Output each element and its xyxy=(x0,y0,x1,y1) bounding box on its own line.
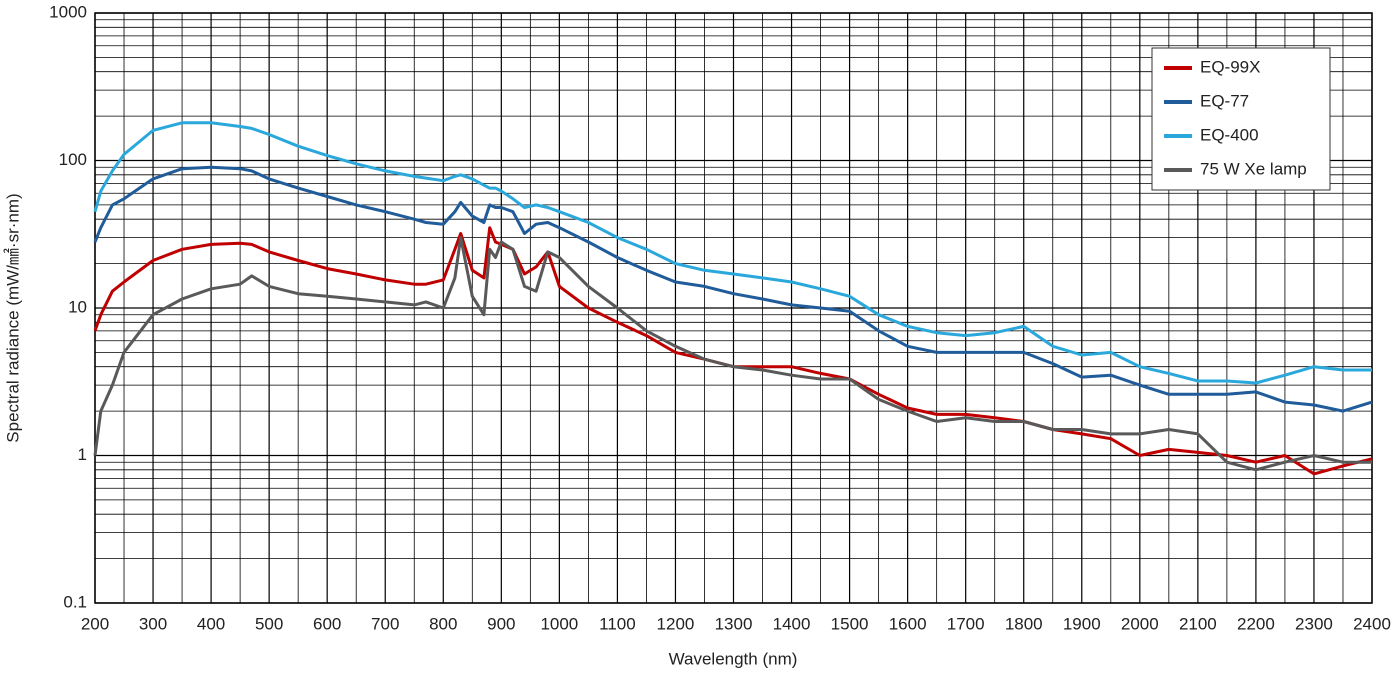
x-tick-label: 700 xyxy=(371,614,399,633)
x-tick-label: 500 xyxy=(255,614,283,633)
x-tick-label: 600 xyxy=(313,614,341,633)
x-tick-label: 200 xyxy=(81,614,109,633)
series-line xyxy=(93,236,1372,472)
x-tick-label: 1100 xyxy=(599,614,636,633)
legend-label: EQ-99X xyxy=(1200,57,1260,76)
x-tick-label: 800 xyxy=(429,614,457,633)
x-tick-label: 2400 xyxy=(1353,614,1391,633)
x-tick-label: 400 xyxy=(197,614,225,633)
plot-frame xyxy=(94,12,1373,604)
x-axis-label: Wavelength (nm) xyxy=(669,649,798,668)
x-tick-label: 1000 xyxy=(540,614,578,633)
x-tick-label: 1400 xyxy=(773,614,811,633)
y-tick-label: 1 xyxy=(78,445,87,464)
x-tick-label: 2200 xyxy=(1237,614,1275,633)
x-tick-label: 300 xyxy=(139,614,167,633)
x-tick-label: 1500 xyxy=(831,614,869,633)
y-axis-label: Spectral radiance (mW/㎟·sr·nm) xyxy=(3,193,22,442)
legend-box xyxy=(1151,47,1331,191)
x-tick-label: 2300 xyxy=(1295,614,1333,633)
series-line xyxy=(93,121,1372,385)
x-tick-label: 2000 xyxy=(1121,614,1159,633)
series-line xyxy=(93,165,1373,413)
y-tick-label: 0.1 xyxy=(63,592,87,611)
legend-label: EQ-400 xyxy=(1200,125,1259,144)
x-tick-label: 1700 xyxy=(947,614,985,633)
x-tick-label: 2100 xyxy=(1179,614,1217,633)
y-tick-label: 10 xyxy=(68,297,87,316)
y-tick-label: 100 xyxy=(59,150,87,169)
x-tick-label: 1800 xyxy=(1005,614,1043,633)
x-tick-label: 1200 xyxy=(657,614,695,633)
x-tick-label: 900 xyxy=(487,614,515,633)
x-tick-label: 1300 xyxy=(715,614,753,633)
legend-label: 75 W Xe lamp xyxy=(1200,159,1307,178)
y-tick-label: 1000 xyxy=(49,2,87,21)
legend-label: EQ-77 xyxy=(1200,91,1249,110)
x-tick-label: 1900 xyxy=(1063,614,1101,633)
series-line xyxy=(93,226,1373,476)
x-tick-label: 1600 xyxy=(889,614,927,633)
